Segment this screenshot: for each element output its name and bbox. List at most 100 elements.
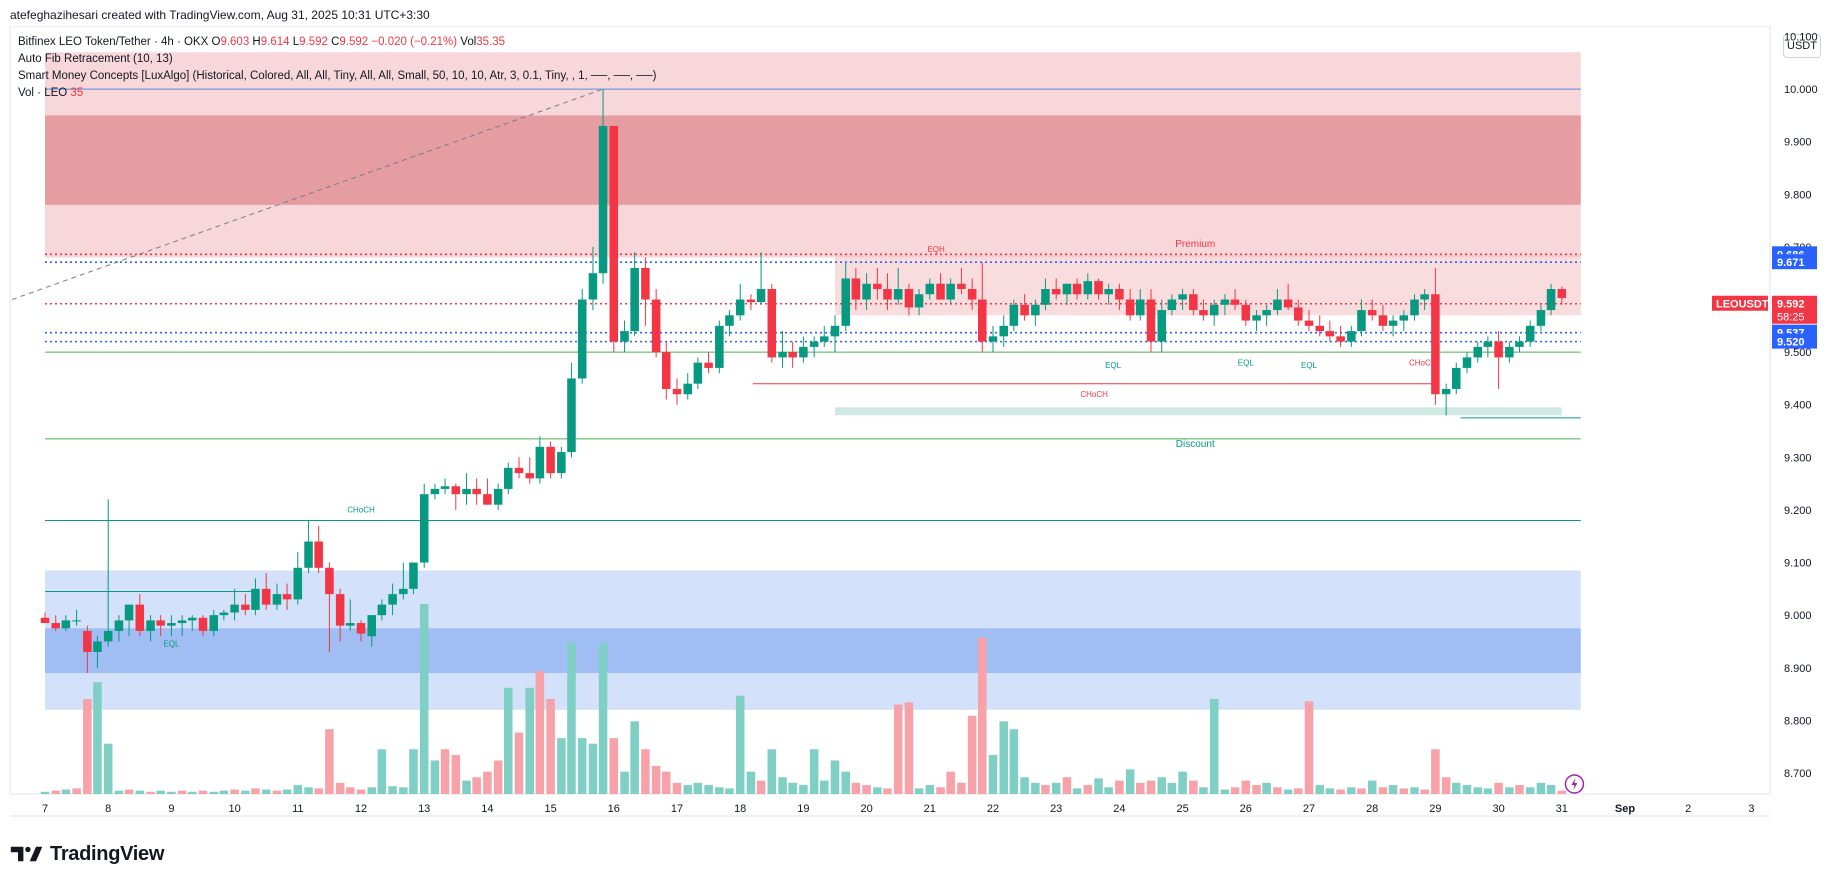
volume-bar	[535, 671, 545, 794]
candle	[819, 325, 829, 347]
candle	[661, 341, 671, 400]
candle-body	[819, 336, 829, 342]
volume-bar	[1410, 787, 1419, 794]
chart-area[interactable]: Premium Discount CHoCH CHoCH EQH EQL EQL EQL EQL…	[0, 25, 1835, 836]
y-tick-label: 8.800	[1784, 715, 1812, 727]
candle	[483, 478, 492, 505]
volume-bar	[1125, 769, 1135, 794]
indicator-volume[interactable]: Vol · LEO 35	[18, 85, 656, 102]
x-tick-label: 15	[544, 803, 556, 815]
candle-body	[1031, 304, 1040, 316]
candle-body	[251, 588, 260, 610]
y-tick-label: 9.900	[1784, 137, 1812, 149]
candle-body	[936, 283, 945, 300]
volume-bar	[715, 787, 724, 794]
tradingview-brand[interactable]: TradingView	[10, 842, 164, 866]
volume-bar	[1220, 789, 1230, 794]
candle	[314, 525, 323, 574]
volume-bar	[293, 785, 303, 794]
volume-bar	[1483, 788, 1493, 794]
volume-bar	[314, 788, 323, 794]
volume-bar	[1020, 777, 1029, 794]
volume-bar	[661, 771, 671, 794]
volume-bar	[946, 771, 955, 794]
volume-bar	[1283, 789, 1293, 794]
y-tick-label: 10.100	[1784, 32, 1818, 44]
volume-bar	[219, 790, 229, 794]
candle	[1199, 299, 1208, 321]
candle-body	[1062, 283, 1072, 295]
zone-demand-core	[45, 628, 1581, 674]
candle	[1262, 304, 1271, 326]
price-chart[interactable]: Premium Discount CHoCH CHoCH EQH EQL EQL EQL EQL…	[0, 25, 1835, 836]
candle	[1410, 294, 1419, 321]
volume-bar	[1062, 777, 1072, 794]
volume-bar	[40, 791, 50, 794]
volume-bar	[1293, 788, 1303, 794]
candle	[51, 615, 61, 631]
volume-indicator-label: Vol · LEO	[18, 87, 68, 99]
candle	[893, 267, 903, 305]
volume-bar	[1441, 777, 1451, 794]
candle-body	[451, 486, 461, 495]
candle	[1378, 304, 1388, 332]
candle	[651, 289, 661, 358]
volume-bar	[1178, 771, 1187, 794]
candle	[1283, 283, 1293, 311]
symbol-title[interactable]: Bitfinex LEO Token/Tether · 4h · OKX	[18, 36, 209, 48]
volume-bar	[1041, 785, 1050, 794]
x-tick-label: 28	[1366, 803, 1378, 815]
candle-body	[651, 299, 661, 353]
symbol-tag	[1712, 295, 1768, 311]
x-tick-label: 17	[671, 803, 683, 815]
candle	[304, 520, 313, 574]
smc-label: EQL	[1301, 361, 1318, 370]
currency-button[interactable]: USDT	[1783, 34, 1821, 58]
candle	[156, 615, 165, 637]
x-tick-label: 14	[481, 803, 493, 815]
tradingview-logo-icon	[10, 846, 43, 862]
close-label: C	[331, 36, 340, 48]
indicator-smc[interactable]: Smart Money Concepts [LuxAlgo] (Historic…	[18, 70, 657, 82]
volume-bar	[272, 790, 282, 794]
candle-body	[862, 283, 871, 300]
volume-bar	[799, 785, 808, 794]
candle	[1009, 299, 1019, 332]
candle	[567, 362, 576, 458]
volume-indicator-value: 35	[70, 87, 84, 99]
volume-bar	[388, 786, 397, 794]
volume-bar	[209, 791, 219, 794]
candle-body	[335, 594, 345, 626]
volume-bar	[261, 789, 271, 794]
candle	[683, 373, 693, 400]
candle-body	[557, 452, 566, 474]
volume-bar	[788, 782, 797, 794]
volume-bar	[483, 771, 492, 794]
candle	[1104, 283, 1113, 305]
candle	[440, 478, 450, 495]
volume-bar	[588, 743, 598, 794]
volume-bar	[1494, 782, 1503, 794]
candle	[641, 257, 650, 326]
volume-bar	[893, 704, 903, 794]
x-tick-label: 13	[418, 803, 430, 815]
volume-bar	[367, 787, 377, 794]
candle-body	[841, 278, 851, 326]
candle-body	[40, 617, 50, 624]
volume-bar	[503, 687, 513, 794]
candle	[1041, 278, 1050, 311]
candle-body	[282, 594, 292, 600]
candle-body	[1262, 310, 1271, 316]
candle	[725, 310, 734, 337]
candle	[103, 499, 113, 647]
candle-body	[925, 283, 935, 295]
volume-bar	[1399, 788, 1409, 794]
x-tick-label: Sep	[1615, 803, 1635, 815]
vol-value: 35.35	[476, 36, 506, 48]
volume-bar	[778, 777, 787, 794]
volume-bar	[598, 643, 608, 794]
x-tick-label: 20	[860, 803, 872, 815]
indicator-fib[interactable]: Auto Fib Retracement (10, 13)	[18, 53, 173, 65]
candle	[904, 283, 914, 316]
volume-bar	[304, 787, 313, 794]
